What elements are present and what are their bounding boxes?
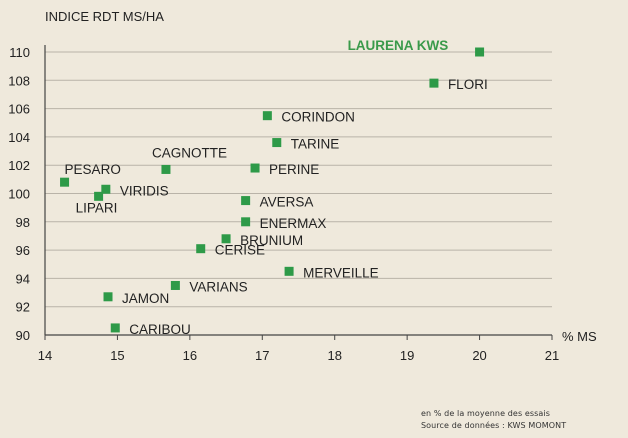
y-tick-label: 94 [16, 271, 30, 286]
point-label: VIRIDIS [120, 183, 169, 198]
x-tick-label: 18 [327, 348, 341, 363]
point-label: PERINE [269, 162, 319, 177]
data-point [429, 78, 439, 88]
x-axis-title: % MS [562, 329, 597, 344]
y-tick-label: 100 [8, 187, 30, 202]
point-label: LAURENA KWS [348, 38, 449, 53]
data-point [101, 184, 111, 194]
point-label: CARIBOU [129, 322, 191, 337]
point-label: MERVEILLE [303, 265, 379, 280]
data-point [241, 217, 251, 227]
data-point [94, 191, 104, 201]
x-tick-label: 14 [38, 348, 52, 363]
y-tick-label: 104 [8, 130, 30, 145]
point-label: LIPARI [76, 200, 118, 215]
data-point [475, 47, 485, 57]
y-tick-label: 92 [16, 300, 30, 315]
data-point [110, 323, 120, 333]
point-label: JAMON [122, 291, 169, 306]
point-label: CERISE [215, 243, 265, 258]
data-point [241, 196, 251, 206]
y-tick-label: 102 [8, 158, 30, 173]
footnote-basis: en % de la moyenne des essais [421, 409, 551, 418]
data-point [103, 292, 113, 302]
point-label: ENERMAX [260, 216, 327, 231]
data-point [284, 266, 294, 276]
footnote-source: Source de données : KWS MOMONT [421, 421, 567, 430]
data-point [170, 280, 180, 290]
data-point [60, 177, 70, 187]
y-axis-title: INDICE RDT MS/HA [45, 9, 164, 24]
x-tick-label: 17 [255, 348, 269, 363]
x-tick-label: 19 [400, 348, 414, 363]
y-tick-label: 90 [16, 328, 30, 343]
data-point [221, 234, 231, 244]
data-point [161, 164, 171, 174]
x-tick-label: 21 [545, 348, 559, 363]
y-tick-label: 96 [16, 243, 30, 258]
y-tick-label: 110 [9, 45, 30, 60]
point-label: CORINDON [281, 110, 355, 125]
data-point [196, 244, 206, 254]
point-label: TARINE [291, 137, 340, 152]
point-label: VARIANS [189, 279, 247, 294]
data-point [262, 111, 272, 121]
y-tick-label: 98 [16, 215, 30, 230]
x-tick-label: 16 [183, 348, 197, 363]
y-tick-label: 108 [8, 73, 30, 88]
data-point [272, 138, 282, 148]
point-label: PESARO [65, 162, 121, 177]
point-label: AVERSA [260, 195, 314, 210]
y-tick-label: 106 [8, 102, 30, 117]
point-label: BRUNIUM [240, 233, 303, 248]
x-tick-label: 15 [110, 348, 124, 363]
data-point [250, 163, 260, 173]
point-label: FLORI [448, 77, 488, 92]
point-label: CAGNOTTE [152, 145, 227, 160]
x-tick-label: 20 [472, 348, 486, 363]
